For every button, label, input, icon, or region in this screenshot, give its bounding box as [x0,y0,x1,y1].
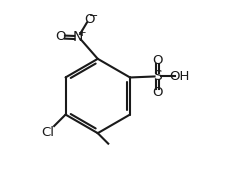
Text: O: O [83,13,94,26]
Text: O: O [152,86,162,99]
Text: S: S [153,70,161,84]
Text: N: N [72,30,83,44]
Text: Cl: Cl [41,126,54,139]
Text: O: O [55,30,65,43]
Text: O: O [152,54,162,67]
Text: +: + [77,28,86,38]
Text: OH: OH [169,70,189,83]
Text: −: − [88,11,98,21]
